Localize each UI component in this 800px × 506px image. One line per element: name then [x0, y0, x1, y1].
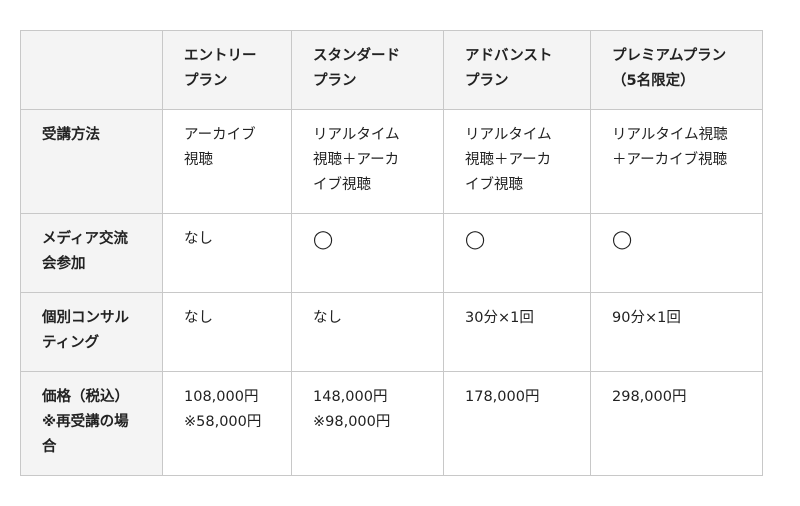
header-corner	[20, 30, 163, 110]
table-row: 受講方法 アーカイブ 視聴 リアルタイム 視聴＋アーカ イブ視聴 リアルタイム …	[20, 109, 763, 214]
table-cell: なし	[162, 292, 292, 372]
row-label: 受講方法	[20, 109, 163, 214]
table-row: 価格（税込） ※再受講の場 合 108,000円 ※58,000円 148,00…	[20, 371, 763, 476]
table-cell: なし	[291, 292, 444, 372]
circle-mark: ◯	[443, 213, 591, 293]
header-entry-plan: エントリー プラン	[162, 30, 292, 110]
table-cell: リアルタイム 視聴＋アーカ イブ視聴	[443, 109, 591, 214]
plan-comparison-table: エントリー プラン スタンダード プラン アドバンスト プラン プレミアムプラン…	[20, 30, 763, 476]
table-cell: 148,000円 ※98,000円	[291, 371, 444, 476]
table-cell: 298,000円	[590, 371, 763, 476]
header-standard-plan: スタンダード プラン	[291, 30, 444, 110]
circle-mark: ◯	[291, 213, 444, 293]
table-row: メディア交流 会参加 なし ◯ ◯ ◯	[20, 213, 763, 293]
table-cell: リアルタイム視聴 ＋アーカイブ視聴	[590, 109, 763, 214]
header-advanced-plan: アドバンスト プラン	[443, 30, 591, 110]
table-cell: なし	[162, 213, 292, 293]
table-cell: 30分×1回	[443, 292, 591, 372]
header-row: エントリー プラン スタンダード プラン アドバンスト プラン プレミアムプラン…	[20, 30, 763, 110]
row-label: 価格（税込） ※再受講の場 合	[20, 371, 163, 476]
row-label: 個別コンサル ティング	[20, 292, 163, 372]
table-cell: 108,000円 ※58,000円	[162, 371, 292, 476]
circle-mark: ◯	[590, 213, 763, 293]
header-premium-plan: プレミアムプラン （5名限定）	[590, 30, 763, 110]
table-row: 個別コンサル ティング なし なし 30分×1回 90分×1回	[20, 292, 763, 372]
table-cell: アーカイブ 視聴	[162, 109, 292, 214]
table-cell: 178,000円	[443, 371, 591, 476]
table-cell: 90分×1回	[590, 292, 763, 372]
row-label: メディア交流 会参加	[20, 213, 163, 293]
table-cell: リアルタイム 視聴＋アーカ イブ視聴	[291, 109, 444, 214]
